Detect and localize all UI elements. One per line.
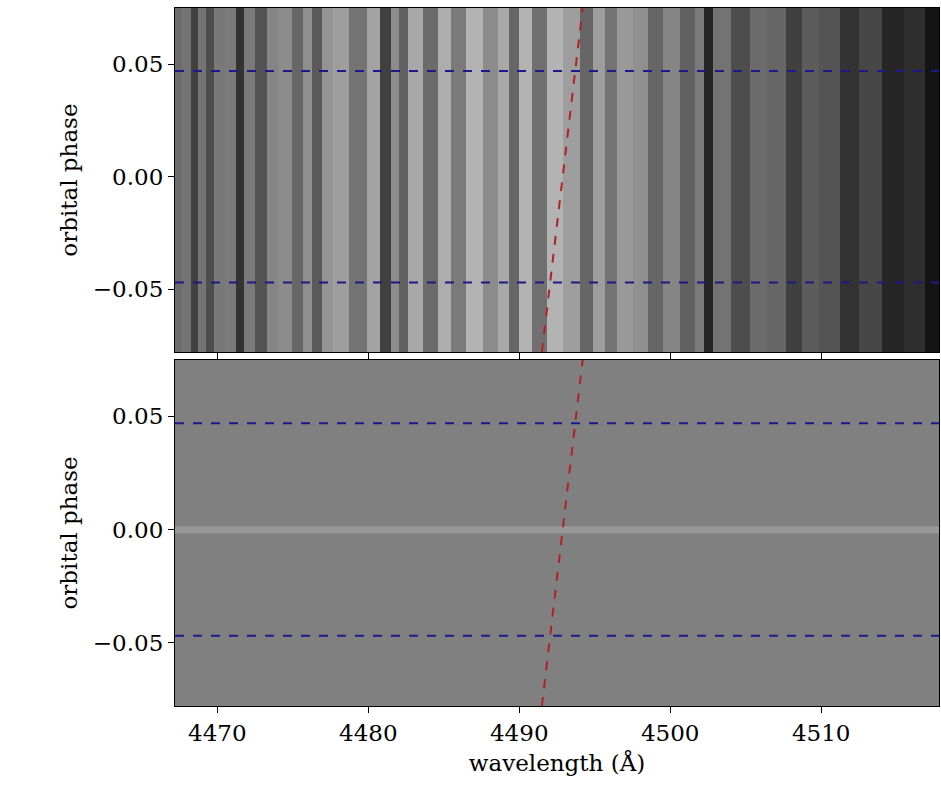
svg-text:orbital phase: orbital phase bbox=[56, 456, 82, 609]
svg-text:4490: 4490 bbox=[490, 720, 549, 746]
svg-text:0.00: 0.00 bbox=[112, 164, 163, 190]
svg-text:4500: 4500 bbox=[641, 720, 700, 746]
svg-text:0.05: 0.05 bbox=[112, 403, 163, 429]
svg-text:−0.05: −0.05 bbox=[93, 630, 163, 656]
svg-text:0.00: 0.00 bbox=[112, 517, 163, 543]
svg-text:−0.05: −0.05 bbox=[93, 276, 163, 302]
svg-text:4480: 4480 bbox=[339, 720, 398, 746]
svg-text:0.05: 0.05 bbox=[112, 51, 163, 77]
svg-text:orbital phase: orbital phase bbox=[56, 103, 82, 256]
svg-text:wavelength (Å): wavelength (Å) bbox=[469, 749, 645, 776]
svg-text:4510: 4510 bbox=[792, 720, 851, 746]
svg-text:4470: 4470 bbox=[188, 720, 247, 746]
